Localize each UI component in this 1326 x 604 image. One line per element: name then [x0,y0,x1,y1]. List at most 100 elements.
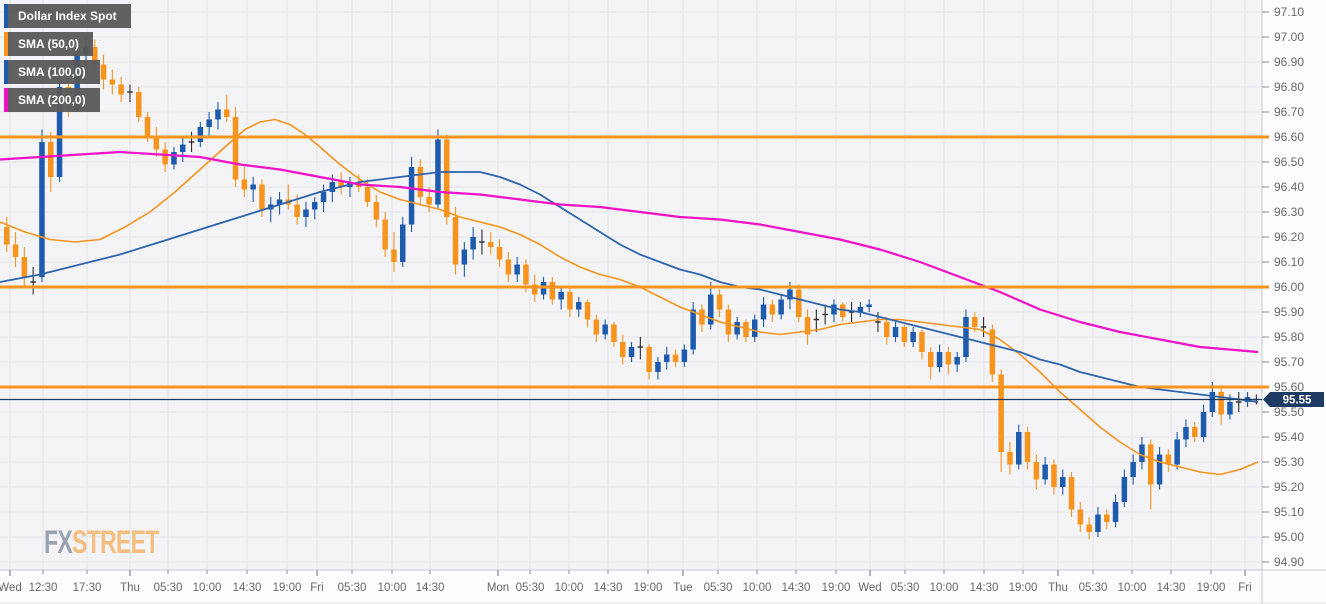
candle-body [206,119,212,127]
candle-body [664,354,670,362]
candle-body [118,84,124,95]
x-axis-label: 10:00 [930,582,959,594]
candle-body [1148,444,1154,485]
candle-body [567,292,573,310]
x-axis-label: Mon [487,582,509,594]
candle-body [831,304,837,315]
candle-body [532,284,538,295]
x-axis-label: Thu [1048,582,1068,594]
x-axis-strip [0,570,1262,604]
x-axis-label: Wed [0,582,22,594]
y-axis-label: 96.00 [1274,280,1304,294]
x-axis-label: 19:00 [634,582,663,594]
candle-body [109,79,116,85]
candle-body [259,184,265,210]
legend-item-sma-200-0[interactable]: SMA (200,0) [4,88,100,112]
candle-body [426,197,432,205]
x-axis-label: 17:30 [73,582,102,594]
candle-body [153,137,160,150]
candle-body [1024,432,1031,462]
y-axis: 94.90 95.00 95.10 95.20 95.30 95.40 95.50 95.60… [1262,5,1304,569]
legend-item-sma-50-0[interactable]: SMA (50,0) [4,32,93,56]
candle-body [681,349,688,362]
x-axis-label: 19:00 [1197,582,1226,594]
candle-body [954,357,960,365]
y-axis-label: 95.70 [1274,355,1304,369]
candle-body [778,299,784,315]
candle-body [1139,444,1145,462]
candle-body [1156,454,1163,485]
x-axis-label: 05:30 [154,582,183,594]
candle-body [364,187,371,202]
current-price-badge [1263,392,1324,407]
candle-body [408,167,415,225]
candle-body [505,259,512,275]
legend-color-bar [4,60,8,84]
candle-body [197,127,204,142]
candle-body [743,322,749,337]
candle-body [241,179,248,190]
legend-item-dollar-index-spot[interactable]: Dollar Index Spot [4,4,131,28]
y-axis-label: 96.10 [1274,255,1304,269]
candle-body [901,327,908,342]
x-axis-label: 12:30 [29,582,58,594]
x-axis-label: 05:30 [891,582,920,594]
candle-body [1112,502,1119,522]
candle-body [171,152,177,165]
candle-body [180,144,186,152]
y-axis-label: 95.40 [1274,430,1304,444]
candle-body [1007,452,1013,465]
x-axis-label: 14:30 [233,582,262,594]
candle-body [787,289,793,300]
candle-body [910,332,916,342]
y-axis-label: 95.80 [1274,330,1304,344]
candle-body [1218,392,1224,415]
candle-body [936,352,943,367]
candle-body [1042,464,1048,480]
candle-body [672,354,679,362]
y-axis-label: 95.20 [1274,480,1304,494]
candle-body [884,322,890,337]
legend-item-sma-100-0[interactable]: SMA (100,0) [4,60,100,84]
y-axis-label: 96.50 [1274,155,1304,169]
candle-body [752,319,758,337]
candle-body [276,199,283,205]
candle-body [39,142,45,277]
x-axis-label: 14:30 [594,582,623,594]
y-axis-label: 96.70 [1274,105,1304,119]
x-axis-label: 05:30 [338,582,367,594]
candle-body [417,167,424,197]
candle-body [963,317,969,357]
candle-body [215,109,221,120]
candle-body [444,139,450,217]
logo-fx: FX [44,524,73,560]
x-axis-label: 14:30 [1157,582,1186,594]
y-axis-strip [1262,0,1326,604]
x-axis-label: 10:00 [193,582,222,594]
candle-body [769,304,776,315]
x-axis-label: 05:30 [516,582,545,594]
candle-body [611,324,617,342]
x-axis-label: 10:00 [1118,582,1147,594]
legend-label: SMA (100,0) [18,65,86,79]
candle-body [4,227,10,245]
candle-body [602,324,608,335]
candle-body [488,242,494,247]
candle-body [250,184,256,190]
candle-body [382,219,388,250]
candle-body [716,294,723,310]
candle-body [338,182,344,187]
candle-body [92,47,98,65]
x-axis-label: 10:00 [378,582,407,594]
candle-body [734,322,740,335]
candle-body [373,202,380,220]
candle-body [1104,514,1110,522]
candle-body [162,149,168,165]
x-axis-label: Wed [858,582,881,594]
x-axis-label: Fri [310,582,323,594]
candle-body [584,302,591,320]
sma-line-200 [0,150,1259,354]
candle-body [329,182,336,192]
